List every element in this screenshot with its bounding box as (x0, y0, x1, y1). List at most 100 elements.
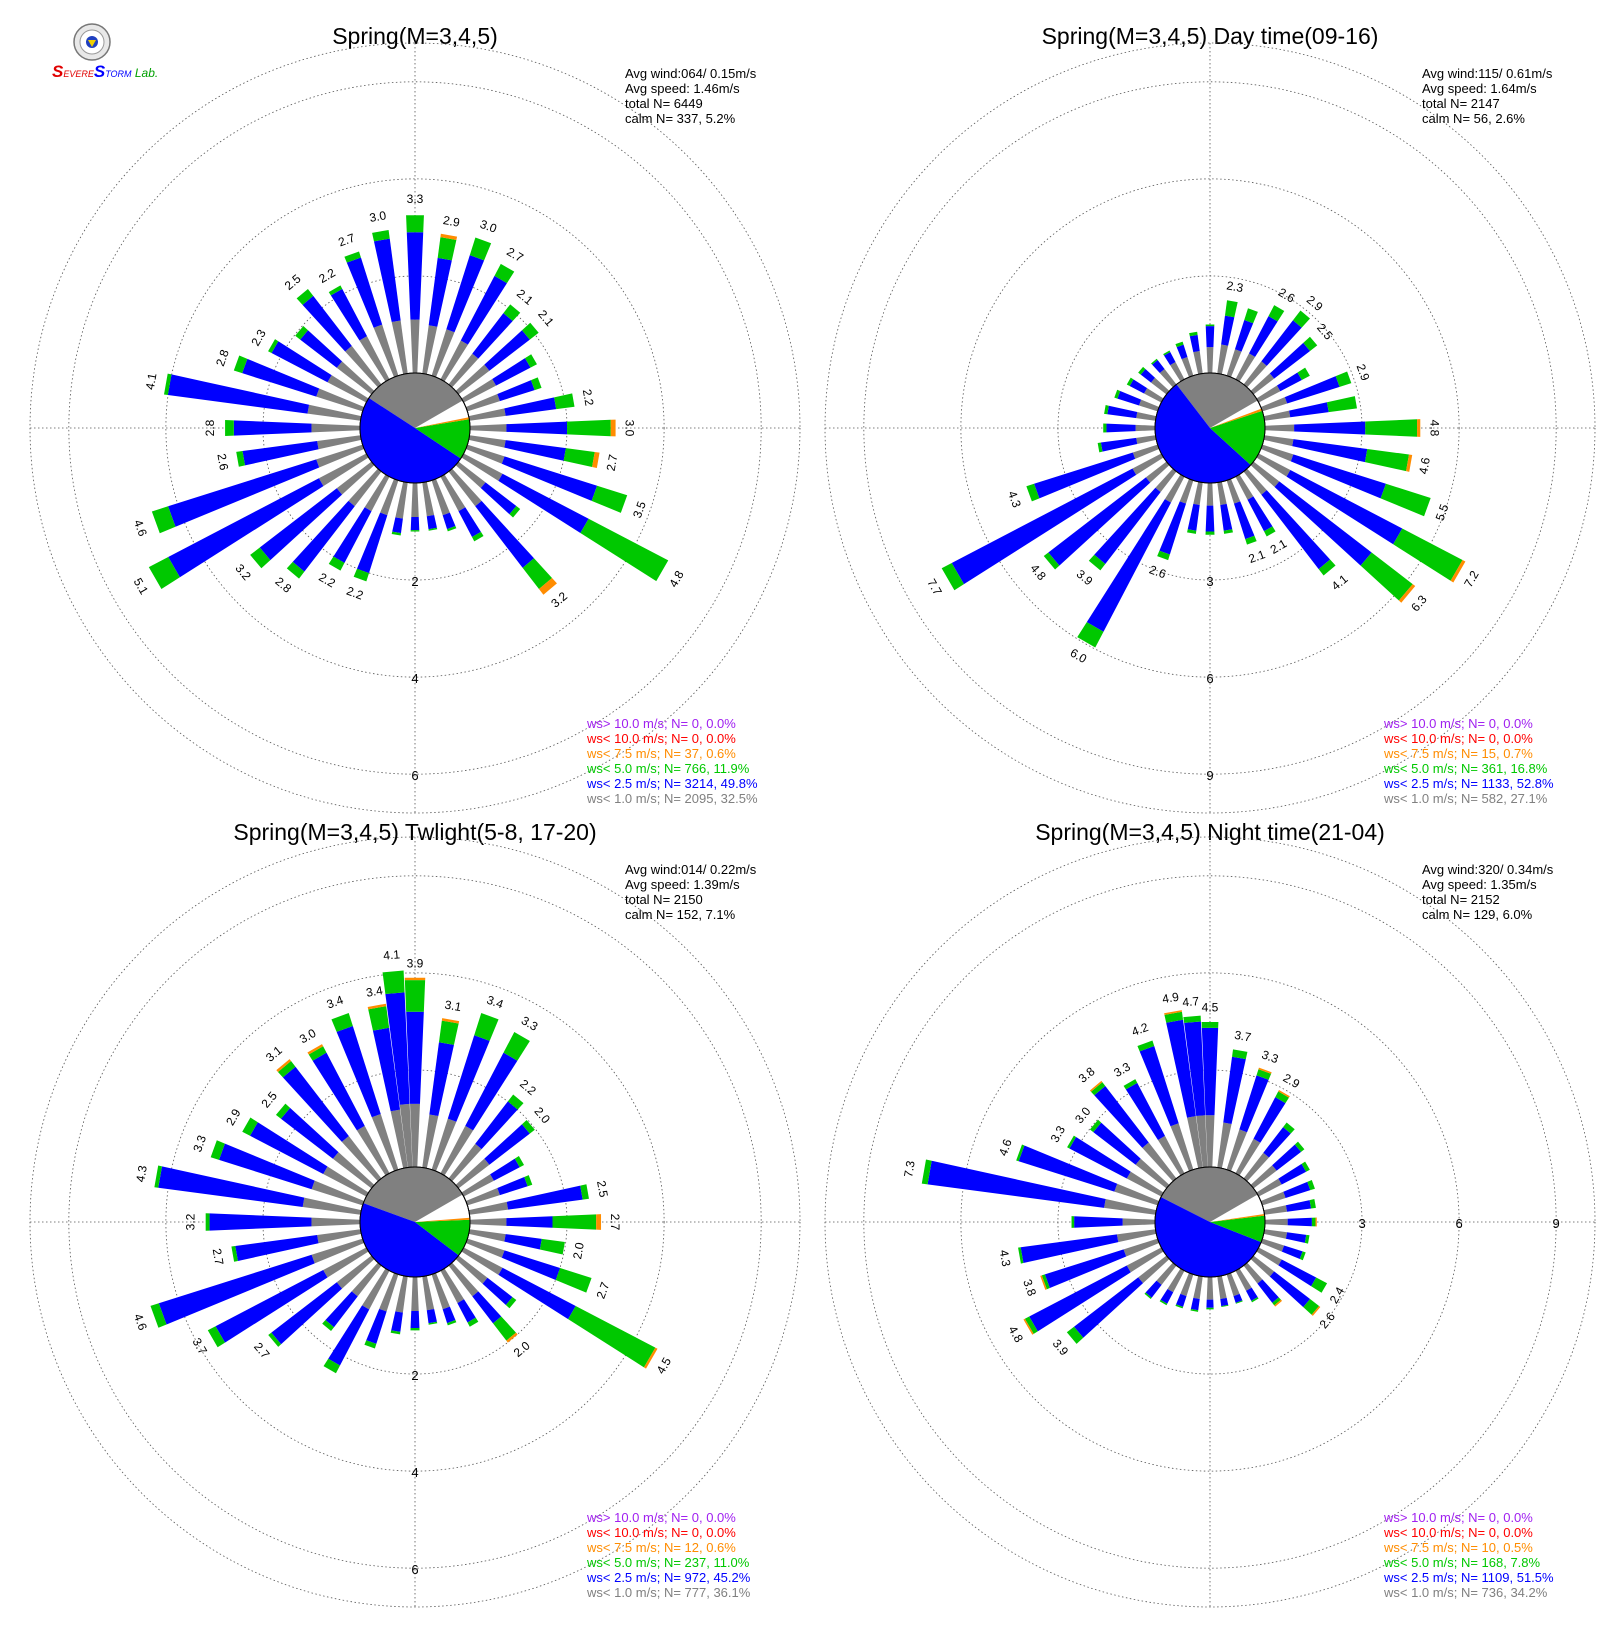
petal-segment-lt1 (1217, 481, 1227, 506)
petal-segment-lt1 (1104, 1199, 1157, 1215)
petal-segment-lt2_5 (1201, 1027, 1219, 1116)
petal-segment-lt1 (455, 364, 490, 395)
petal-segment-lt1 (1170, 361, 1185, 382)
petal-segment-lt1 (1179, 478, 1194, 504)
petal-segment-lt5 (521, 322, 539, 340)
range-ring (165, 178, 665, 678)
petal-segment-lt1 (431, 329, 455, 378)
petal-label: 3.0 (1072, 1104, 1094, 1126)
petal-segment-lt5 (410, 530, 420, 532)
petal-segment-lt1 (1256, 1178, 1282, 1197)
petal-segment-lt5 (1123, 1079, 1138, 1090)
petal-20 (1226, 308, 1258, 378)
petal-segment-lt5 (268, 339, 279, 354)
petal-segment-lt2_5 (1184, 1021, 1206, 1117)
petal-segment-lt7_5 (506, 1332, 518, 1343)
petal-segment-lt5 (1307, 1180, 1315, 1191)
petal-label: 2.5 (1314, 321, 1336, 343)
petal-segment-lt5 (1335, 371, 1352, 387)
petal-segment-lt2_5 (336, 1025, 381, 1118)
petal-segment-lt1 (461, 453, 503, 481)
petal-segment-lt1 (465, 1238, 505, 1258)
petal-label: 4.6 (1416, 456, 1433, 475)
petal-250: 4.6 (131, 444, 365, 538)
petal-segment-lt5 (1144, 1292, 1152, 1299)
petal-label: 3.4 (365, 983, 384, 1000)
petal-segment-lt5 (1251, 1297, 1259, 1303)
petal-segment-lt2_5 (1220, 1297, 1229, 1307)
petal-10: 3.7 (1217, 1028, 1253, 1169)
calm-pie-slice-lt7_5 (1210, 408, 1263, 428)
petal-segment-lt2_5 (446, 255, 485, 333)
petal-label: 3.0 (623, 420, 637, 437)
petal-segment-lt5 (503, 304, 521, 322)
petal-segment-lt5 (1175, 1304, 1184, 1309)
petal-segment-lt7_5 (307, 1044, 324, 1055)
petal-label: 5.5 (1433, 502, 1452, 523)
petal-segment-lt2_5 (1189, 334, 1200, 353)
petal-segment-lt5 (308, 1046, 327, 1061)
legend-entry-lt5: ws< 5.0 m/s; N= 766, 11.9% (586, 761, 750, 776)
petal-segment-lt2_5 (1094, 1086, 1149, 1148)
petal-segment-lt2_5 (1261, 320, 1302, 366)
petal-segment-lt5 (1360, 552, 1413, 601)
petal-segment-lt2_5 (447, 1035, 490, 1122)
petal-240: 7.7 (924, 453, 1164, 598)
petal-segment-lt5 (1311, 1217, 1316, 1227)
petal-130 (455, 461, 521, 518)
petal-segment-lt2_5 (442, 1306, 456, 1324)
petal-segment-lt1 (461, 1247, 503, 1275)
chart-title: Spring(M=3,4,5) Night time(21-04) (1035, 819, 1385, 845)
petal-270: 2.8 (203, 419, 360, 436)
calm-pie-slice-lt7_5 (1210, 1213, 1265, 1222)
petal-label: 4.1 (1329, 572, 1351, 594)
petal-segment-lt2_5 (373, 238, 401, 323)
petal-segment-lt2_5 (1272, 1144, 1302, 1171)
petal-segment-lt1 (468, 1201, 509, 1215)
petal-segment-lt1 (431, 1272, 450, 1310)
petal-label: 4.3 (1005, 489, 1024, 510)
petal-segment-lt5 (539, 1238, 565, 1255)
petal-segment-lt2_5 (330, 288, 368, 341)
petal-segment-lt2_5 (1125, 1082, 1166, 1140)
petal-segment-lt5 (1309, 1199, 1316, 1209)
petal-label: 4.5 (1202, 1000, 1219, 1014)
petal-label: 3.7 (1233, 1028, 1252, 1045)
petal-segment-lt1 (1164, 474, 1185, 503)
petal-label: 4.6 (996, 1137, 1015, 1158)
petal-segment-lt1 (336, 1255, 375, 1289)
petal-segment-lt5 (1224, 300, 1238, 318)
petal-280 (1104, 405, 1157, 421)
petal-label: 2.1 (535, 307, 557, 329)
petal-segment-lt5 (1380, 483, 1431, 517)
range-ring (68, 81, 762, 775)
logo-s1: S (52, 62, 64, 81)
petal-segment-lt2_5 (1253, 1097, 1286, 1143)
petal-segment-lt1 (380, 478, 399, 516)
petal-segment-lt2_5 (490, 1158, 520, 1181)
petal-label: 3.3 (1111, 1059, 1133, 1080)
petal-label: 2.9 (1281, 1071, 1303, 1092)
petal-segment-lt1 (422, 1114, 439, 1169)
petal-segment-lt7_5 (592, 451, 600, 468)
petal-280: 4.3 (133, 1164, 362, 1215)
petal-segment-lt2_5 (1190, 1297, 1200, 1311)
calm-pie-slice-lt5 (1210, 1215, 1265, 1243)
petal-segment-lt1 (395, 1275, 408, 1313)
petal-label: 2.9 (223, 1106, 244, 1128)
petal-segment-lt5 (1303, 1299, 1320, 1315)
calm-pie-slice-lt1 (1176, 373, 1258, 428)
petal-segment-lt2_5 (504, 397, 557, 416)
calm-pie (1154, 1166, 1266, 1278)
petal-segment-lt5 (555, 1268, 592, 1293)
petal-250: 4.3 (1005, 444, 1160, 510)
petal-200 (364, 1272, 399, 1349)
petal-segment-lt1 (390, 1109, 408, 1169)
petal-segment-lt1 (1206, 1277, 1214, 1300)
petal-segment-lt7_5 (1274, 1299, 1283, 1307)
petal-segment-lt5 (391, 531, 401, 536)
petal-segment-lt5 (567, 419, 611, 437)
petal-segment-lt5 (921, 1159, 932, 1185)
petal-segment-lt1 (316, 388, 365, 412)
petal-segment-lt2_5 (372, 1027, 401, 1112)
